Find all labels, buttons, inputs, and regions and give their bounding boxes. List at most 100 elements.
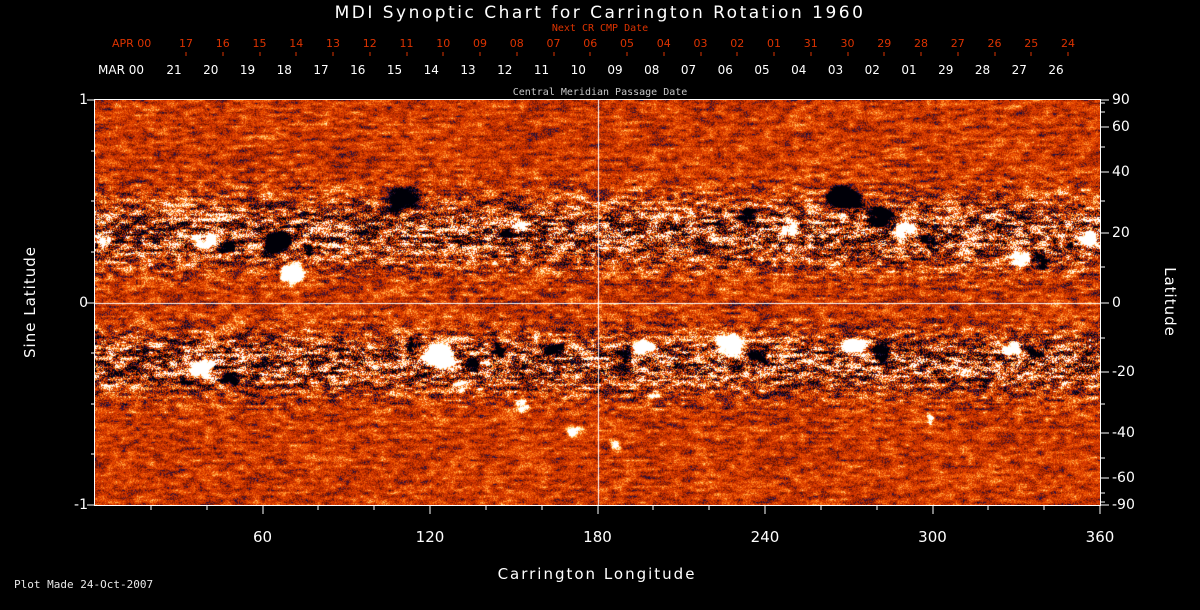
white-date-label: 28	[974, 63, 991, 77]
x-tick	[820, 506, 822, 510]
x-tick	[1043, 506, 1045, 510]
x-tick	[876, 506, 878, 510]
y-right-tick	[1101, 501, 1105, 503]
red-date-label: 31	[803, 37, 818, 50]
x-tick-label: 60	[252, 528, 273, 546]
red-date-label: 11	[399, 37, 414, 50]
white-date-label: 10	[570, 63, 586, 77]
x-tick-label: 240	[750, 528, 780, 546]
y-right-tick-label: 40	[1112, 164, 1130, 181]
x-tick	[317, 506, 319, 510]
red-date-tick	[332, 52, 334, 56]
y-right-tick-label: -20	[1112, 363, 1135, 380]
red-date-label: 29	[877, 37, 892, 50]
y-right-tick-label: 90	[1112, 92, 1130, 108]
y-left-tick-label: -1	[74, 497, 88, 513]
red-date-label: 30	[840, 37, 855, 50]
y-right-tick-label: 0	[1112, 294, 1121, 311]
x-tick	[652, 506, 654, 510]
white-date-label: 06	[717, 63, 733, 77]
red-date-label: 09	[473, 37, 487, 50]
x-tick	[708, 506, 710, 510]
x-tick	[987, 506, 989, 510]
white-date-label: 18	[276, 63, 292, 77]
red-date-label: 24	[1061, 37, 1075, 50]
white-date-label: 05	[754, 63, 770, 77]
y-right-tick	[1101, 99, 1109, 101]
red-date-tick	[369, 52, 371, 56]
x-tick-label: 180	[583, 528, 612, 546]
y-left-tick	[87, 99, 95, 101]
white-date-label: 17	[313, 63, 329, 77]
red-date-label: 08	[509, 37, 524, 50]
y-left-tick	[91, 150, 95, 152]
y-left-tick	[91, 251, 95, 253]
y-left-tick-label: 1	[79, 92, 88, 108]
magnetogram-canvas	[95, 100, 1100, 505]
x-tick	[541, 506, 543, 510]
y-left-tick	[91, 352, 95, 354]
y-right-tick	[1101, 126, 1109, 128]
red-date-label: 10	[436, 37, 451, 50]
x-tick	[932, 506, 933, 514]
red-date-label: 25	[1024, 37, 1039, 50]
y-left-tick	[91, 453, 95, 455]
red-date-tick	[442, 52, 444, 56]
x-tick	[485, 506, 487, 510]
red-date-label: 26	[987, 37, 1002, 50]
x-tick	[597, 506, 598, 514]
white-date-label: 13	[460, 63, 476, 77]
white-date-label: 07	[680, 63, 697, 77]
red-date-label: 06	[583, 37, 598, 50]
red-date-tick	[589, 52, 591, 56]
red-date-tick	[847, 52, 848, 56]
red-date-label: 17	[179, 37, 193, 50]
white-date-label: 27	[1011, 63, 1027, 77]
x-tick	[150, 506, 152, 510]
y-right-tick	[1101, 457, 1105, 459]
central-meridian-passage-date-label: Central Meridian Passage Date	[512, 87, 688, 98]
red-date-label: 05	[620, 37, 634, 50]
red-date-label: 03	[693, 37, 708, 50]
red-date-tick	[516, 52, 518, 56]
y-right-tick	[1101, 477, 1109, 479]
y-left-tick	[87, 302, 95, 303]
red-date-label: 14	[289, 37, 304, 50]
white-date-label: 12	[497, 63, 513, 77]
x-tick	[764, 506, 766, 514]
red-date-tick	[295, 52, 297, 56]
red-date-tick	[406, 52, 407, 56]
white-date-label: 14	[423, 63, 439, 77]
y-right-tick	[1101, 432, 1109, 434]
x-tick	[262, 506, 263, 514]
y-right-tick-label: -90	[1112, 497, 1135, 513]
y-right-tick	[1101, 492, 1105, 494]
y-right-tick-label: 60	[1112, 119, 1130, 136]
red-date-tick	[1030, 52, 1032, 56]
y-right-tick	[1101, 504, 1109, 506]
y-right-tick	[1101, 266, 1105, 268]
red-date-tick	[663, 52, 665, 56]
x-tick	[206, 506, 208, 510]
white-date-label: 04	[791, 63, 807, 77]
x-tick	[373, 506, 375, 510]
red-date-label: 16	[215, 37, 230, 50]
red-date-tick	[736, 52, 738, 56]
white-date-label: 01	[901, 63, 917, 77]
red-date-label: 15	[252, 37, 267, 50]
red-date-tick	[957, 52, 959, 56]
red-date-tick	[773, 52, 775, 56]
y-right-tick	[1101, 232, 1109, 234]
y-right-tick	[1101, 111, 1105, 113]
red-date-tick	[222, 52, 224, 56]
red-date-label: 27	[950, 37, 965, 50]
red-date-tick	[810, 52, 812, 56]
next-cr-cmp-date-label: Next CR CMP Date	[551, 23, 649, 34]
x-tick-label: 360	[1085, 528, 1115, 546]
white-date-label: 21	[166, 63, 182, 77]
y-left-tick	[91, 200, 95, 202]
white-date-label: 26	[1048, 63, 1064, 77]
red-date-tick	[994, 52, 995, 56]
y-left-tick-label: 0	[79, 294, 88, 311]
